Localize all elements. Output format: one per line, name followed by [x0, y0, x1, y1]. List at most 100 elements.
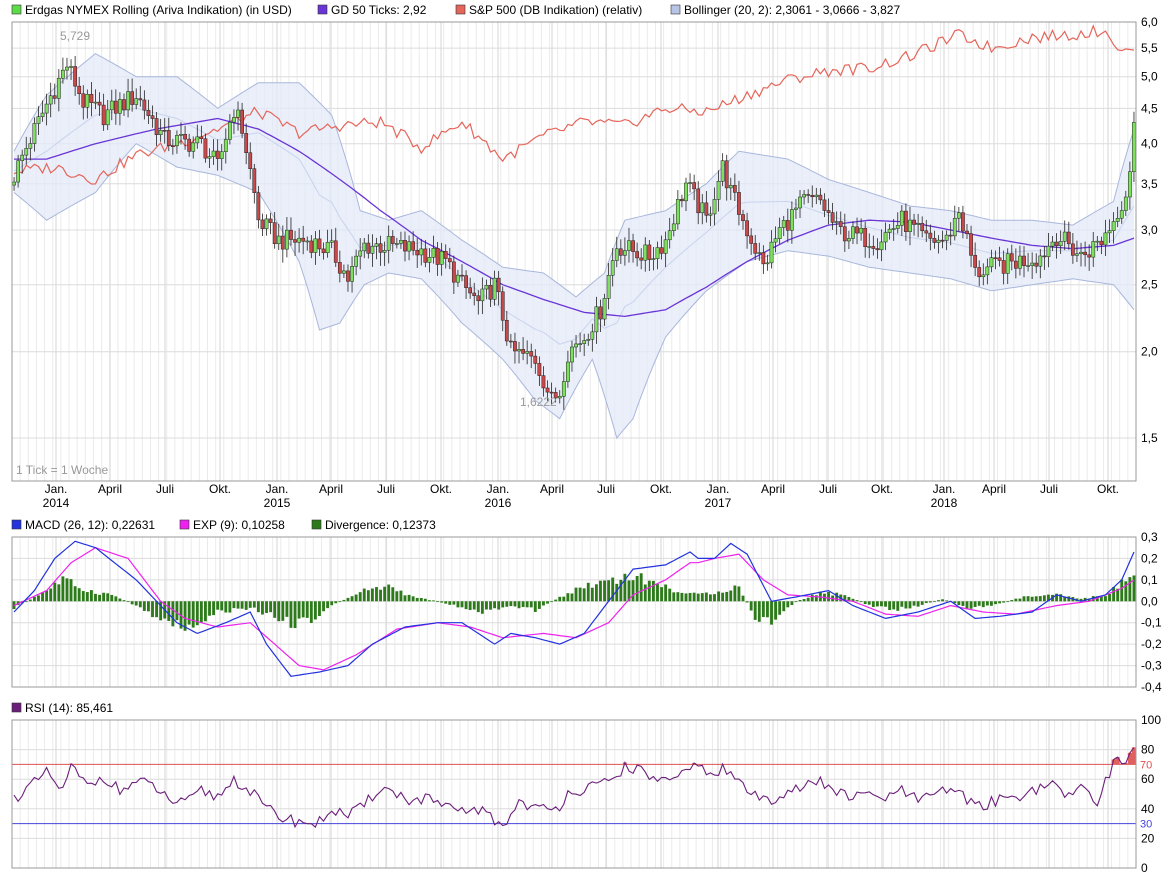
candle-body: [916, 223, 921, 225]
y-tick-label: 5,0: [1141, 70, 1158, 84]
price-legend: Erdgas NYMEX Rolling (Ariva Indikation) …: [11, 3, 900, 17]
candle-body: [464, 275, 468, 288]
candle-body: [1119, 210, 1124, 219]
candle-body: [757, 252, 762, 254]
candle-body: [814, 194, 819, 198]
candle-body: [411, 241, 416, 251]
divergence-bar: [391, 587, 395, 602]
divergence-bar: [301, 601, 305, 618]
divergence-bar: [570, 593, 574, 602]
divergence-bar: [28, 599, 32, 602]
divergence-bar: [436, 601, 439, 603]
candle-body: [732, 185, 737, 193]
divergence-bar: [562, 596, 566, 602]
divergence-bar: [493, 601, 497, 609]
x-tick-label: Juli: [597, 482, 615, 496]
candle-body: [879, 241, 884, 251]
divergence-bar: [114, 596, 118, 602]
candle-body: [704, 202, 709, 216]
divergence-bar: [696, 593, 700, 602]
y-tick-label: -0,2: [1141, 637, 1162, 651]
divergence-bar: [505, 601, 509, 607]
candle-body: [476, 295, 481, 302]
candle-body: [513, 341, 517, 352]
candle-body: [696, 188, 701, 214]
candle-body: [354, 255, 359, 267]
divergence-bar: [199, 601, 203, 623]
divergence-bar: [61, 576, 65, 602]
candle-body: [403, 240, 407, 252]
divergence-bar: [45, 590, 49, 602]
divergence-bar: [998, 601, 1001, 604]
candle-body: [842, 226, 847, 242]
candle-body: [73, 66, 78, 87]
legend-swatch-divergence: [311, 519, 322, 530]
candle-body: [989, 257, 994, 268]
x-tick-year-label: 2017: [705, 496, 732, 510]
legend-label-bollinger: Bollinger (20, 2): 2,3061 - 3,0666 - 3,8…: [684, 3, 900, 17]
divergence-bar: [594, 584, 598, 602]
divergence-bar: [871, 601, 875, 608]
candle-body: [276, 235, 281, 245]
candle-body: [1083, 251, 1087, 256]
divergence-bar: [118, 598, 122, 602]
legend-swatch-bollinger: [670, 4, 681, 15]
price-axis: 6,05,55,04,54,03,53,02,52,01,5Jan.2014Ap…: [11, 15, 1158, 510]
divergence-bar: [908, 601, 912, 609]
divergence-bar: [330, 601, 334, 606]
x-tick-label: Juli: [156, 482, 174, 496]
candle-body: [517, 349, 521, 352]
divergence-bar: [1095, 596, 1099, 602]
candle-body: [610, 260, 615, 276]
candle-body: [956, 212, 961, 219]
divergence-bar: [273, 601, 277, 618]
divergence-bar: [704, 592, 708, 602]
y-tick-label: 0,3: [1141, 530, 1158, 544]
candle-body: [720, 160, 725, 182]
divergence-bar: [509, 601, 513, 607]
divergence-bar: [713, 594, 716, 602]
divergence-bar: [863, 601, 867, 605]
divergence-bar: [379, 589, 382, 602]
candle-body: [936, 239, 941, 243]
divergence-bar: [851, 598, 855, 602]
divergence-bar: [778, 601, 782, 615]
divergence-bar: [892, 601, 896, 610]
candle-body: [806, 194, 811, 196]
divergence-bar: [957, 601, 961, 606]
y-tick-label: 3,0: [1141, 223, 1158, 237]
candle-body: [1075, 253, 1079, 256]
x-tick-label: Jan.: [266, 482, 289, 496]
candle-body: [272, 222, 277, 245]
divergence-bar: [208, 601, 211, 616]
divergence-bar: [126, 601, 130, 603]
candle-body: [289, 229, 293, 240]
divergence-bar: [110, 594, 114, 602]
macd-divergence-bars: [12, 573, 1136, 631]
candle-body: [77, 85, 82, 94]
candle-body: [855, 226, 859, 234]
divergence-bar: [737, 586, 741, 602]
candle-body: [940, 239, 945, 242]
divergence-bar: [709, 594, 712, 602]
candle-body: [36, 116, 41, 124]
divergence-bar: [49, 588, 53, 602]
panel-frame: [11, 21, 1137, 482]
divergence-bar: [741, 595, 745, 602]
candle-body: [977, 267, 982, 278]
divergence-bar: [924, 601, 928, 604]
divergence-bar: [782, 601, 786, 612]
divergence-bar: [586, 582, 590, 602]
candle-body: [798, 196, 802, 209]
bollinger-band-area: [14, 53, 1134, 439]
candle-body: [1087, 254, 1092, 258]
divergence-bar: [969, 601, 973, 609]
candle-body: [741, 214, 745, 221]
candle-body: [89, 94, 94, 103]
tick-note: 1 Tick = 1 Woche: [16, 463, 108, 477]
candle-body: [56, 77, 61, 99]
candle-body: [297, 237, 301, 243]
legend-label-erdgas: Erdgas NYMEX Rolling (Ariva Indikation) …: [25, 3, 292, 17]
candle-body: [85, 94, 90, 108]
